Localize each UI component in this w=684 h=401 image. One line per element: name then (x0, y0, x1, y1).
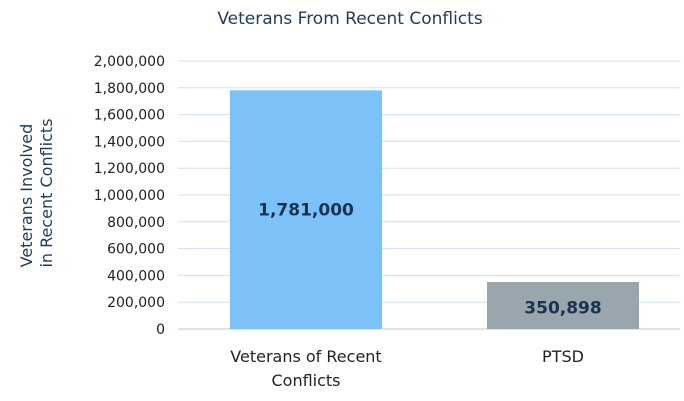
x-axis-categories: Veterans of Recent Conflicts PTSD (230, 347, 584, 390)
x-category-label: Veterans of Recent Conflicts (230, 347, 381, 390)
y-axis-ticks: 0 200,000 400,000 600,000 800,000 1,000,000 1,… (94, 54, 165, 338)
y-axis-label: Veterans Involved in Recent Conflicts (17, 118, 56, 267)
x-category-label-line: Veterans of Recent (230, 347, 381, 366)
y-tick-label: 1,600,000 (94, 108, 165, 124)
y-tick-label: 600,000 (107, 242, 165, 258)
y-tick-label: 1,400,000 (94, 134, 165, 150)
bar-ptsd (487, 281, 639, 329)
y-tick-label: 800,000 (107, 215, 165, 231)
y-tick-label: 0 (156, 322, 165, 338)
y-tick-label: 200,000 (107, 295, 165, 311)
x-category-label: PTSD (542, 347, 584, 366)
y-tick-label: 400,000 (107, 268, 165, 284)
y-axis-label-line-2: in Recent Conflicts (37, 118, 56, 267)
bar-veterans-of-recent-conflicts (230, 90, 382, 329)
bar-data-label: 350,898 (524, 298, 601, 318)
y-tick-label: 1,800,000 (94, 81, 165, 97)
chart-title: Veterans From Recent Conflicts (217, 9, 483, 29)
bars: 1,781,000 350,898 (230, 90, 639, 329)
y-tick-label: 2,000,000 (94, 54, 165, 70)
y-axis-label-line-1: Veterans Involved (17, 124, 36, 268)
y-tick-label: 1,000,000 (94, 188, 165, 204)
x-category-label-line: PTSD (542, 347, 584, 366)
x-category-label-line: Conflicts (271, 371, 340, 390)
y-tick-label: 1,200,000 (94, 161, 165, 177)
bar-data-label: 1,781,000 (258, 201, 354, 221)
